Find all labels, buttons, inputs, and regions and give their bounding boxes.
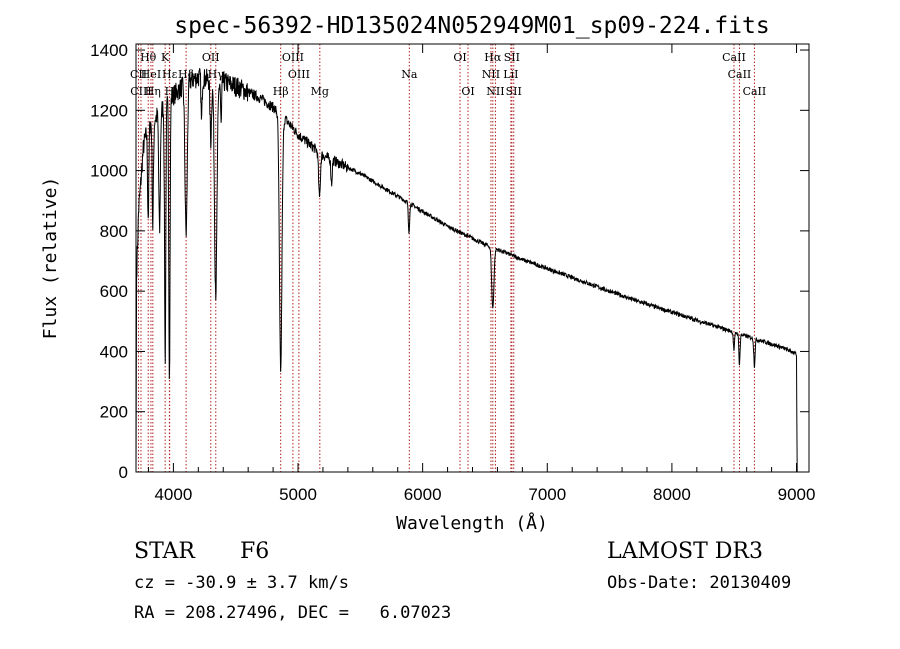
line-marker-label: OI [461, 85, 474, 98]
y-tick-label: 400 [100, 342, 128, 361]
x-tick-label: 9000 [778, 485, 816, 504]
line-marker-label: Hγ [208, 68, 225, 81]
y-axis-label: Flux (relative) [40, 177, 61, 340]
survey-name: LAMOST DR3 [607, 539, 763, 564]
y-tick-label: 0 [119, 463, 128, 482]
x-axis-label: Wavelength (Å) [396, 512, 548, 534]
spectrum-line [135, 67, 798, 473]
line-marker-label: K [161, 51, 170, 64]
coordinates: RA = 208.27496, DEC = 6.07023 [134, 603, 452, 623]
line-marker-label: CaII [722, 51, 746, 64]
line-marker-label: Na [401, 68, 418, 81]
line-marker-label: Hβ [273, 85, 289, 98]
x-tick-label: 7000 [528, 485, 566, 504]
y-tick-label: 1200 [90, 101, 128, 120]
plot-frame [135, 43, 810, 473]
line-marker-label: NII [482, 68, 500, 81]
line-marker-label: OIII [282, 51, 304, 64]
line-marker-label: SII [504, 51, 520, 64]
line-marker-label: NII [486, 85, 504, 98]
y-tick-label: 600 [100, 282, 128, 301]
line-marker-label: Hη [145, 85, 161, 98]
line-marker-label: CaII [743, 85, 767, 98]
object-subclass: F6 [240, 539, 270, 564]
obs-date: Obs-Date: 20130409 [607, 573, 792, 593]
x-tick-label: 6000 [404, 485, 442, 504]
line-marker-label: Hα [484, 51, 502, 64]
redshift-value: cz = -30.9 ± 3.7 km/s [134, 573, 349, 593]
line-marker-label: HeI [141, 68, 161, 81]
line-marker-label: Hε [162, 68, 178, 81]
line-marker-label: SII [506, 85, 522, 98]
x-tick-label: 4000 [154, 485, 192, 504]
line-marker-label: Hθ [140, 51, 157, 64]
line-marker-label: H [165, 85, 175, 98]
y-tick-label: 200 [100, 403, 128, 422]
line-marker-label: OI [453, 51, 466, 64]
line-marker-label: Mg [311, 85, 329, 98]
line-marker-label: CaII [728, 68, 752, 81]
x-tick-label: 8000 [653, 485, 691, 504]
x-tick-label: 5000 [279, 485, 317, 504]
line-marker-label: OII [202, 51, 220, 64]
chart-title: spec-56392-HD135024N052949M01_sp09-224.f… [174, 13, 769, 39]
line-markers [137, 44, 755, 472]
x-axis: 4000 5000 6000 7000 8000 9000 [147, 44, 816, 504]
y-axis: 0 200 400 600 800 1000 1200 1400 [90, 41, 809, 482]
object-class: STAR [134, 539, 195, 564]
y-tick-label: 800 [100, 222, 128, 241]
line-marker-label: CII [130, 68, 147, 81]
y-tick-label: 1000 [90, 162, 128, 181]
y-tick-label: 1400 [90, 41, 128, 60]
line-marker-label: LiI [503, 68, 518, 81]
line-marker-label: OIII [288, 68, 310, 81]
